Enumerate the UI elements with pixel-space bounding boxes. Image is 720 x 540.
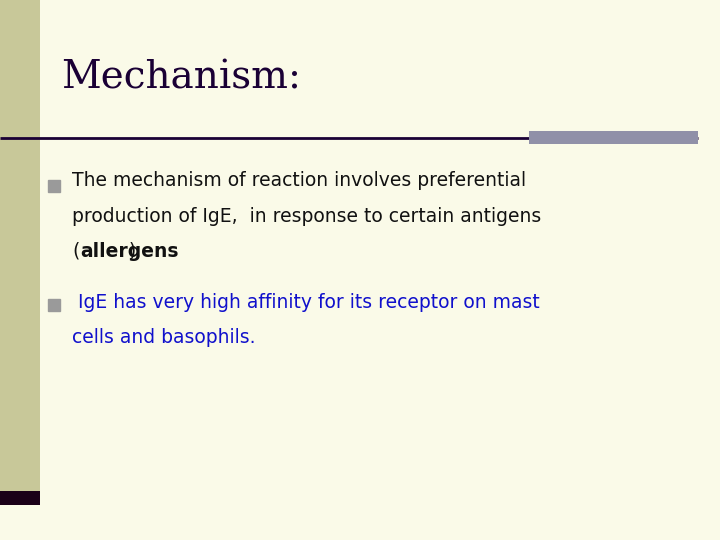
- Text: Mechanism:: Mechanism:: [61, 60, 301, 97]
- Text: cells and basophils.: cells and basophils.: [72, 328, 256, 347]
- Text: production of IgE,  in response to certain antigens: production of IgE, in response to certai…: [72, 206, 541, 226]
- Bar: [0, 0, 40, 491]
- Bar: [529, 131, 698, 144]
- Text: allergens: allergens: [80, 241, 179, 261]
- Text: IgE has very high affinity for its receptor on mast: IgE has very high affinity for its recep…: [72, 293, 540, 312]
- Text: ).: ).: [129, 241, 142, 261]
- Bar: [0, 491, 40, 505]
- Text: The mechanism of reaction involves preferential: The mechanism of reaction involves prefe…: [72, 171, 526, 191]
- Text: (: (: [72, 241, 79, 261]
